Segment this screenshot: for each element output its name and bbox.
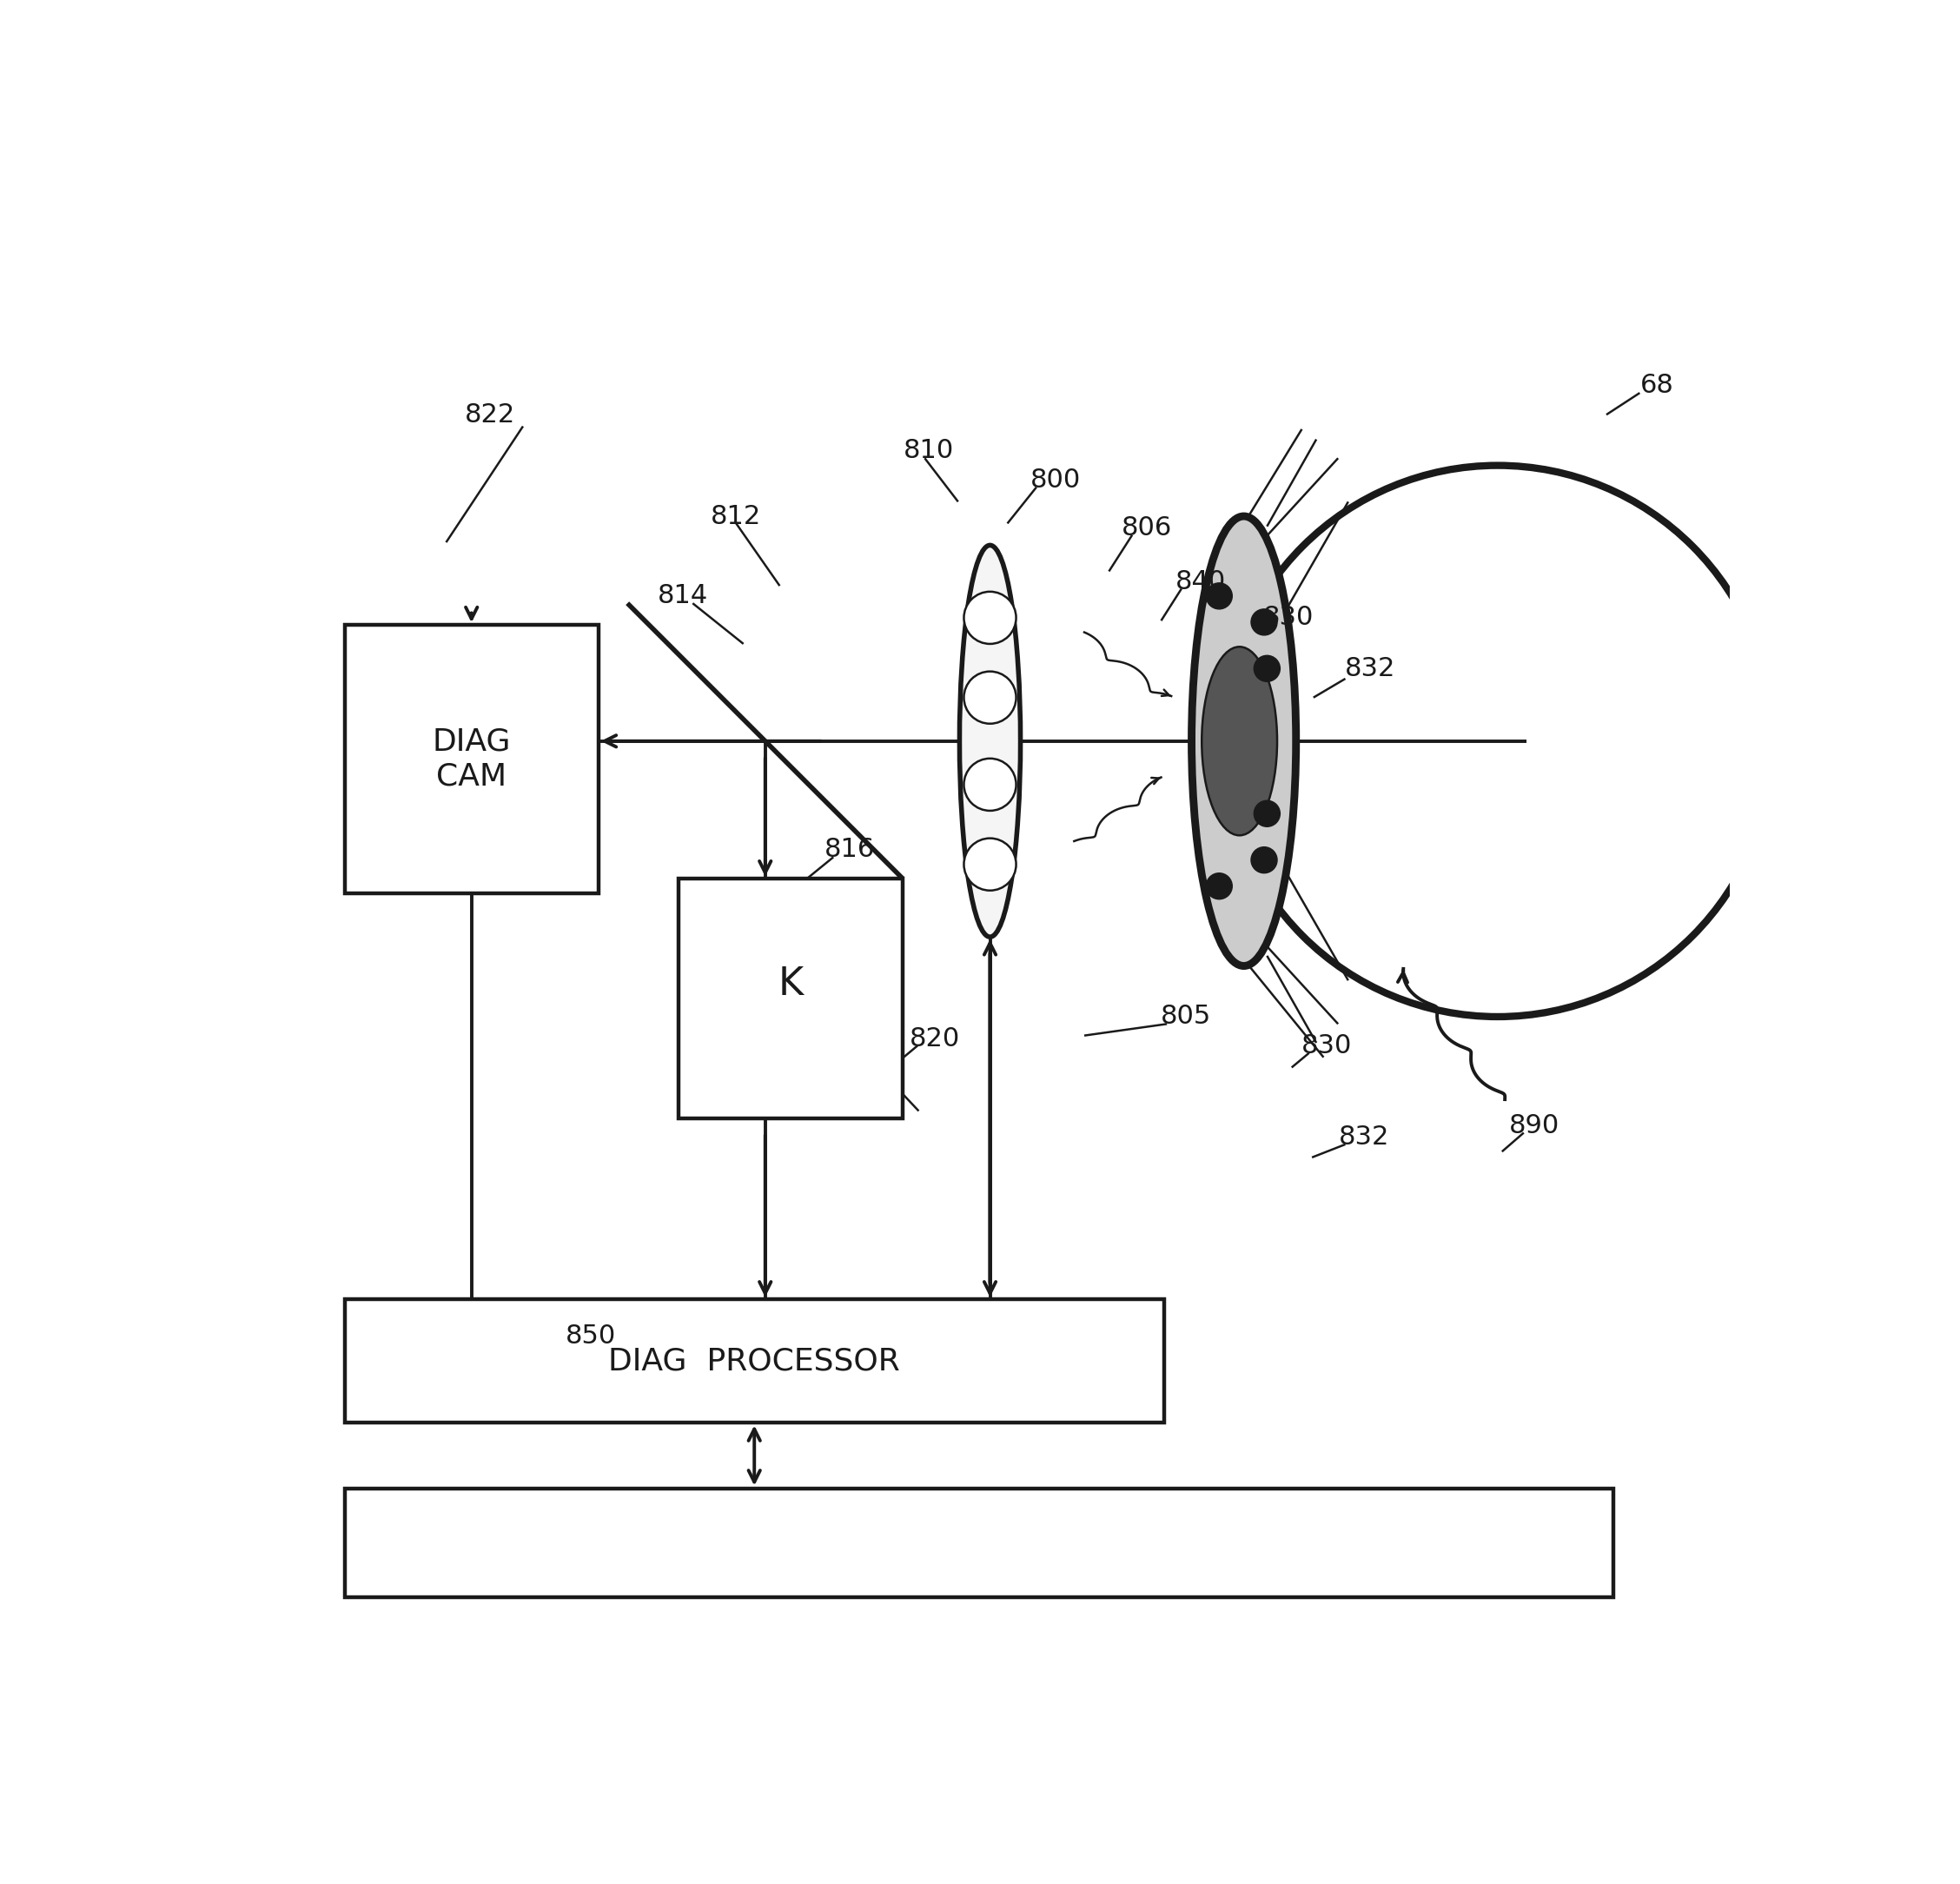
Text: 830: 830 — [1264, 605, 1313, 631]
Circle shape — [1250, 848, 1278, 872]
Ellipse shape — [1192, 516, 1296, 966]
Text: DIAG
CAM: DIAG CAM — [433, 727, 512, 791]
Bar — [345, 625, 598, 893]
Text: 302: 302 — [498, 1528, 557, 1558]
Circle shape — [964, 838, 1015, 891]
Circle shape — [1250, 609, 1278, 635]
Text: 816: 816 — [823, 836, 874, 863]
Circle shape — [1254, 801, 1280, 827]
Text: 822: 822 — [465, 401, 515, 428]
Circle shape — [964, 592, 1015, 644]
Circle shape — [1221, 465, 1774, 1017]
Text: 832: 832 — [1345, 656, 1396, 682]
Text: 68: 68 — [1641, 373, 1674, 398]
Text: 812: 812 — [711, 503, 762, 529]
Text: 814: 814 — [657, 584, 708, 609]
Text: 832: 832 — [1339, 1125, 1390, 1149]
Text: 830: 830 — [1301, 1032, 1352, 1059]
Text: 840: 840 — [1174, 569, 1225, 593]
Circle shape — [1205, 872, 1233, 899]
Text: 806: 806 — [1121, 514, 1172, 541]
Text: 805: 805 — [1160, 1004, 1211, 1029]
Text: 850: 850 — [566, 1323, 617, 1349]
Text: 810: 810 — [904, 439, 955, 463]
Text: IO: IO — [425, 1528, 459, 1558]
Bar — [345, 1300, 1164, 1422]
Circle shape — [1205, 582, 1233, 609]
Text: 820: 820 — [909, 1027, 960, 1051]
Text: 800: 800 — [1029, 467, 1080, 492]
Text: K: K — [778, 965, 804, 1002]
Text: DIAG  PROCESSOR: DIAG PROCESSOR — [608, 1347, 900, 1375]
Bar — [345, 1488, 1613, 1598]
Circle shape — [1254, 656, 1280, 682]
Ellipse shape — [960, 544, 1021, 936]
Circle shape — [964, 671, 1015, 723]
Ellipse shape — [1201, 646, 1278, 835]
Text: 890: 890 — [1509, 1113, 1558, 1138]
Bar — [678, 878, 904, 1119]
Circle shape — [964, 759, 1015, 810]
